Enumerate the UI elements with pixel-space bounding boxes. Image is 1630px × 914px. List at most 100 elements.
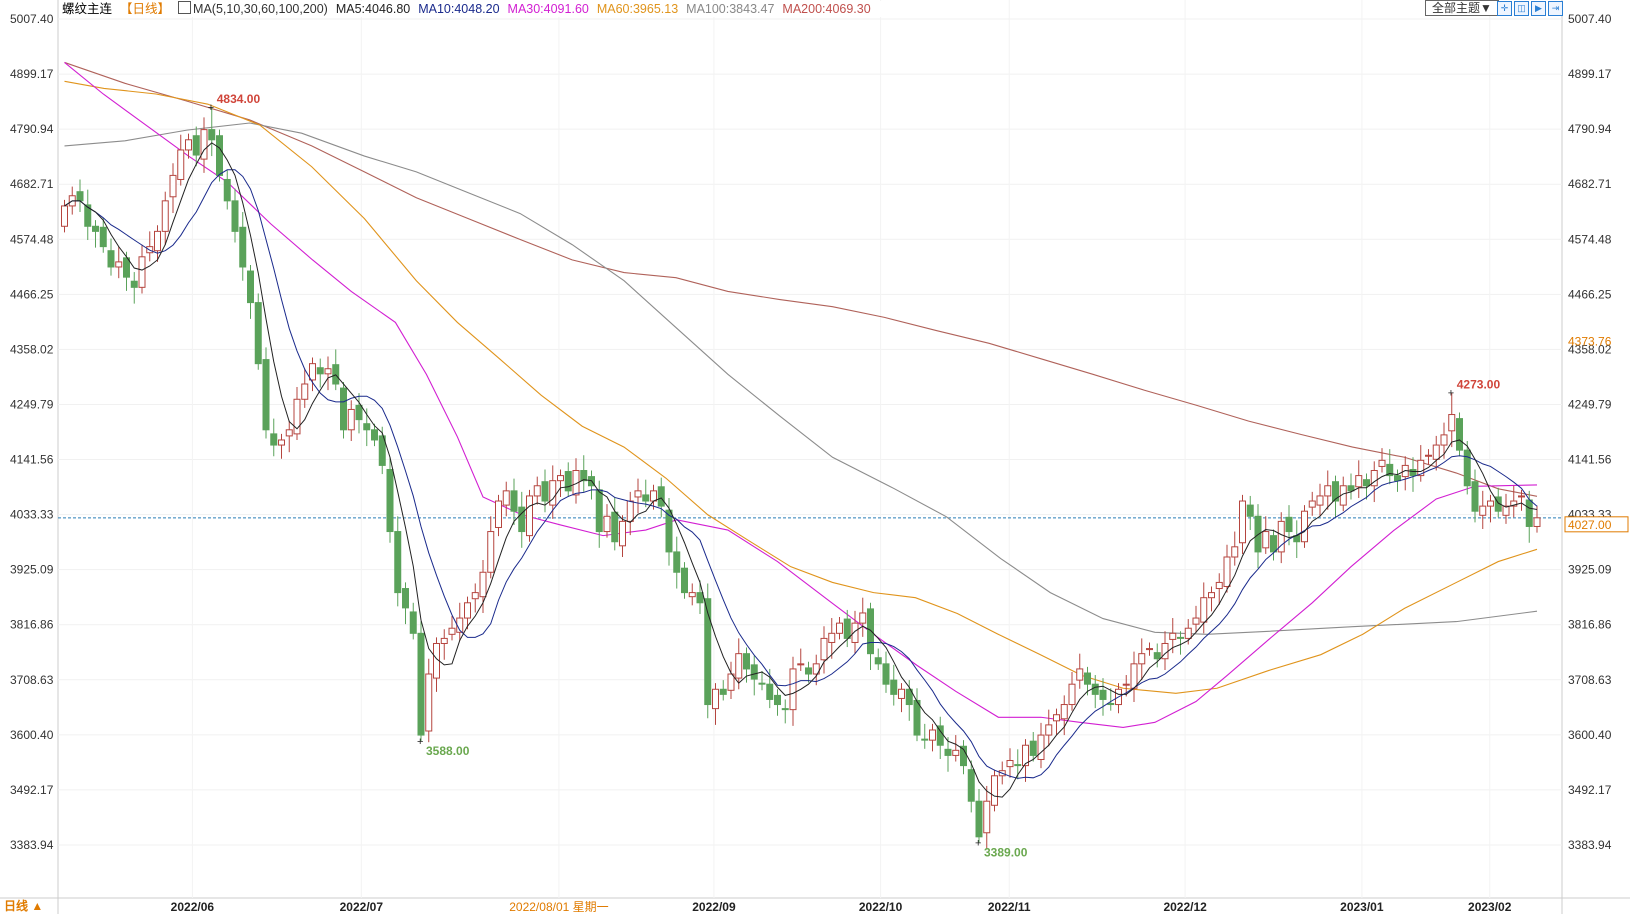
y-tick-right: 4899.17 bbox=[1568, 67, 1612, 81]
candle-down bbox=[642, 494, 650, 502]
candle-up bbox=[61, 205, 68, 227]
candle-up bbox=[557, 475, 564, 482]
step-forward-icon[interactable]: ▶ bbox=[1531, 1, 1546, 16]
candle-down bbox=[696, 592, 704, 604]
candle-up bbox=[471, 592, 479, 600]
move-icon[interactable]: ✛ bbox=[1497, 1, 1512, 16]
period-toggle[interactable]: 日线 ▲ bbox=[4, 899, 44, 913]
y-tick-left: 4574.48 bbox=[10, 232, 54, 246]
candle-down bbox=[673, 551, 681, 573]
candle-down bbox=[843, 618, 851, 639]
candle-up bbox=[1138, 653, 1146, 665]
candle-up bbox=[177, 149, 185, 180]
candle-down bbox=[905, 688, 913, 706]
candle-down bbox=[371, 429, 378, 441]
candle-up bbox=[1355, 475, 1363, 488]
candle-up bbox=[440, 637, 448, 644]
y-tick-right: 4574.48 bbox=[1568, 232, 1612, 246]
y-tick-left: 3708.63 bbox=[10, 673, 54, 687]
candle-down bbox=[92, 225, 99, 232]
candle-up bbox=[1308, 500, 1316, 508]
extreme-marker: + bbox=[417, 736, 423, 748]
candle-down bbox=[681, 567, 688, 594]
x-tick-label: 2022/07 bbox=[340, 900, 384, 914]
y-tick-right: 3492.17 bbox=[1568, 783, 1612, 797]
candle-down bbox=[262, 359, 270, 431]
candle-up bbox=[688, 592, 696, 598]
candle-up bbox=[293, 398, 301, 435]
candle-up bbox=[1169, 632, 1177, 640]
candle-down bbox=[378, 435, 386, 466]
candle-down bbox=[510, 490, 518, 512]
candle-down bbox=[611, 511, 619, 543]
candle-up bbox=[487, 531, 495, 573]
theme-dropdown[interactable]: 全部主题▼ bbox=[1425, 0, 1499, 16]
last-price-box bbox=[1564, 516, 1629, 533]
candle-down bbox=[394, 531, 402, 594]
y-tick-left: 4682.71 bbox=[10, 177, 54, 191]
candle-up bbox=[626, 500, 634, 522]
candle-down bbox=[1409, 468, 1417, 477]
candle-up bbox=[1192, 617, 1200, 625]
candle-down bbox=[99, 226, 107, 248]
ma-value-1: MA10:4048.20 bbox=[418, 2, 500, 16]
candle-down bbox=[1099, 689, 1107, 700]
candle-down bbox=[76, 191, 84, 202]
y-tick-right: 4466.25 bbox=[1568, 287, 1612, 301]
candle-up bbox=[727, 673, 735, 691]
extreme-label-high: 4273.00 bbox=[1457, 378, 1501, 392]
candle-down bbox=[595, 489, 603, 533]
period-label[interactable]: 【日线】 bbox=[120, 2, 171, 16]
candle-up bbox=[1502, 505, 1510, 516]
candle-down bbox=[316, 367, 324, 375]
candle-down bbox=[1153, 652, 1161, 660]
candle-up bbox=[169, 174, 177, 198]
ma-params[interactable]: MA(5,10,30,60,100,200) bbox=[193, 2, 328, 16]
candle-up bbox=[1146, 648, 1153, 651]
candle-down bbox=[123, 257, 130, 278]
candle-down bbox=[84, 204, 92, 227]
candle-up bbox=[1037, 734, 1045, 760]
y-tick-left: 5007.40 bbox=[10, 12, 54, 26]
candle-up bbox=[154, 230, 161, 252]
candle-down bbox=[216, 135, 223, 176]
ma-indicator-icon[interactable] bbox=[178, 1, 192, 14]
candle-up bbox=[1448, 414, 1456, 432]
candle-up bbox=[983, 800, 991, 834]
y-tick-right: 4358.02 bbox=[1568, 342, 1612, 356]
candle-up bbox=[1223, 556, 1231, 588]
ma-line-ma5 bbox=[64, 142, 1538, 798]
candle-up bbox=[619, 520, 626, 547]
goto-end-icon[interactable]: ⇥ bbox=[1548, 1, 1563, 16]
candle-down bbox=[107, 250, 115, 268]
ma-value-3: MA60:3965.13 bbox=[596, 2, 679, 16]
ma-line-ma100 bbox=[64, 122, 1538, 635]
zoom-range-icon[interactable]: ◫ bbox=[1514, 1, 1529, 16]
y-tick-left: 3816.86 bbox=[10, 618, 54, 632]
candle-down bbox=[1270, 535, 1277, 553]
y-tick-left: 4249.79 bbox=[10, 397, 54, 411]
candle-down bbox=[208, 129, 216, 141]
y-tick-left: 4358.02 bbox=[10, 342, 54, 356]
candle-down bbox=[340, 387, 347, 431]
candle-up bbox=[851, 622, 859, 643]
candle-up bbox=[712, 688, 719, 710]
ma-values: MA5:4046.80 MA10:4048.20 MA30:4091.60 MA60:… bbox=[336, 2, 879, 16]
candle-down bbox=[223, 178, 231, 202]
x-tick-label: 2022/10 bbox=[859, 900, 903, 914]
x-tick-label: 2022/12 bbox=[1163, 900, 1207, 914]
candle-down bbox=[1091, 683, 1099, 695]
candle-down bbox=[1107, 703, 1115, 706]
candle-down bbox=[1084, 672, 1091, 685]
candle-up bbox=[812, 663, 820, 675]
candle-up bbox=[1200, 597, 1208, 623]
y-tick-right: 3600.40 bbox=[1568, 728, 1612, 742]
extreme-marker: + bbox=[975, 837, 981, 849]
ma-line-ma200 bbox=[64, 61, 1538, 497]
extreme-label-low: 3389.00 bbox=[984, 845, 1028, 859]
candle-up bbox=[1432, 444, 1440, 460]
candle-up bbox=[1215, 581, 1223, 590]
candle-up bbox=[278, 439, 285, 446]
y-tick-right: 3816.86 bbox=[1568, 618, 1612, 632]
